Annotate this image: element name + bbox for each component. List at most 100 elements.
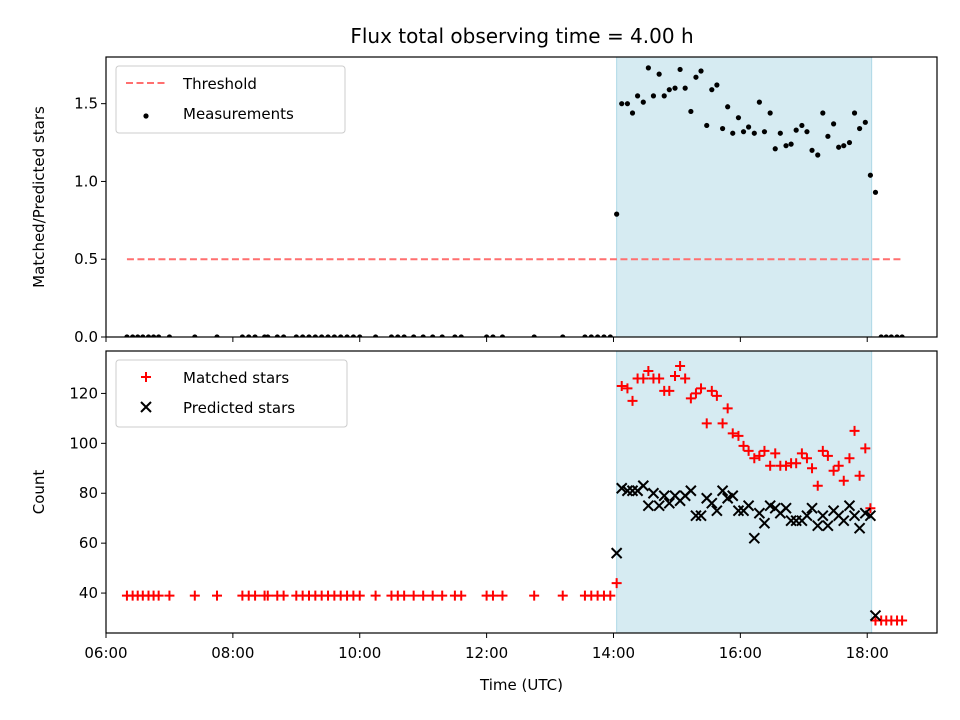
data-point bbox=[640, 99, 646, 105]
data-point bbox=[716, 485, 729, 497]
data-point bbox=[675, 360, 686, 371]
data-point bbox=[793, 127, 799, 133]
y-tick-label: 40 bbox=[79, 584, 98, 602]
data-point bbox=[616, 482, 628, 494]
data-point bbox=[325, 334, 331, 337]
data-point bbox=[666, 87, 672, 93]
data-point bbox=[730, 130, 736, 136]
data-point bbox=[638, 373, 649, 384]
data-point bbox=[653, 500, 665, 512]
data-point bbox=[820, 110, 826, 116]
data-point bbox=[801, 510, 813, 522]
data-point bbox=[418, 590, 429, 601]
data-point bbox=[867, 172, 873, 178]
x-axis-label: Time (UTC) bbox=[479, 676, 563, 694]
data-point bbox=[265, 334, 271, 337]
data-point bbox=[831, 121, 837, 127]
data-point bbox=[246, 334, 252, 337]
data-point bbox=[274, 334, 280, 337]
data-point bbox=[817, 510, 829, 522]
data-point bbox=[439, 334, 445, 337]
data-point bbox=[293, 334, 299, 337]
data-point bbox=[456, 590, 467, 601]
data-point bbox=[690, 388, 701, 399]
data-point bbox=[706, 385, 717, 396]
data-point bbox=[719, 125, 726, 132]
data-point bbox=[822, 519, 834, 532]
data-point bbox=[399, 590, 410, 601]
data-point bbox=[801, 453, 812, 464]
data-point bbox=[408, 590, 419, 601]
data-point bbox=[281, 334, 287, 337]
data-point bbox=[732, 505, 745, 517]
data-point bbox=[437, 590, 448, 601]
data-point bbox=[262, 590, 273, 601]
data-point bbox=[420, 334, 426, 337]
legend-measurements-swatch bbox=[143, 113, 149, 119]
data-point bbox=[883, 334, 889, 337]
data-point bbox=[780, 502, 792, 514]
data-point bbox=[696, 383, 707, 394]
series-matched-stars bbox=[121, 360, 908, 626]
legend-matched-swatch bbox=[141, 372, 151, 382]
y-tick-label: 60 bbox=[79, 534, 98, 552]
data-point bbox=[319, 334, 325, 337]
data-point bbox=[661, 93, 667, 99]
data-point bbox=[807, 463, 818, 474]
data-point bbox=[306, 334, 312, 337]
data-point bbox=[735, 115, 742, 121]
data-point bbox=[742, 500, 755, 512]
data-point bbox=[627, 395, 638, 406]
data-point bbox=[529, 590, 540, 601]
data-point bbox=[865, 503, 876, 514]
data-point bbox=[135, 334, 141, 337]
data-point bbox=[690, 510, 702, 522]
x-tick-label: 12:00 bbox=[465, 644, 508, 662]
data-point bbox=[709, 87, 715, 93]
data-point bbox=[634, 93, 641, 99]
data-point bbox=[250, 590, 261, 601]
x-tick-label: 14:00 bbox=[592, 644, 635, 662]
data-point bbox=[239, 334, 245, 337]
data-point bbox=[312, 334, 318, 337]
data-point bbox=[497, 590, 508, 601]
data-point bbox=[833, 460, 844, 471]
data-point bbox=[685, 393, 696, 404]
data-point bbox=[869, 609, 882, 622]
data-point bbox=[717, 418, 728, 429]
data-point bbox=[785, 514, 797, 527]
y-tick-label: 80 bbox=[79, 484, 98, 502]
y-axis-label: Count bbox=[30, 470, 48, 515]
data-point bbox=[844, 453, 855, 464]
legend-label: Measurements bbox=[183, 105, 294, 123]
data-point bbox=[753, 507, 766, 519]
data-point bbox=[740, 129, 747, 135]
data-point bbox=[650, 93, 657, 99]
x-tick-label: 06:00 bbox=[84, 644, 127, 662]
data-point bbox=[838, 475, 849, 486]
data-point bbox=[629, 110, 636, 116]
data-point bbox=[864, 510, 877, 522]
data-point bbox=[688, 108, 694, 115]
data-point bbox=[338, 334, 344, 337]
data-point bbox=[860, 443, 871, 454]
legend-label: Matched stars bbox=[183, 369, 289, 387]
data-point bbox=[846, 139, 853, 146]
legend: Matched stars Predicted stars bbox=[115, 359, 348, 428]
data-point bbox=[430, 334, 436, 337]
legend: Threshold Measurements bbox=[115, 65, 346, 134]
data-point bbox=[531, 334, 537, 337]
data-point bbox=[857, 125, 863, 132]
data-point bbox=[727, 428, 738, 439]
data-point bbox=[252, 334, 258, 337]
data-point bbox=[656, 71, 662, 77]
x-tick-label: 18:00 bbox=[846, 644, 889, 662]
data-point bbox=[897, 615, 908, 626]
data-point bbox=[701, 418, 712, 429]
data-point bbox=[853, 522, 866, 534]
data-point bbox=[849, 425, 860, 436]
data-point bbox=[806, 502, 818, 514]
data-point bbox=[654, 373, 665, 384]
data-point bbox=[395, 334, 401, 337]
